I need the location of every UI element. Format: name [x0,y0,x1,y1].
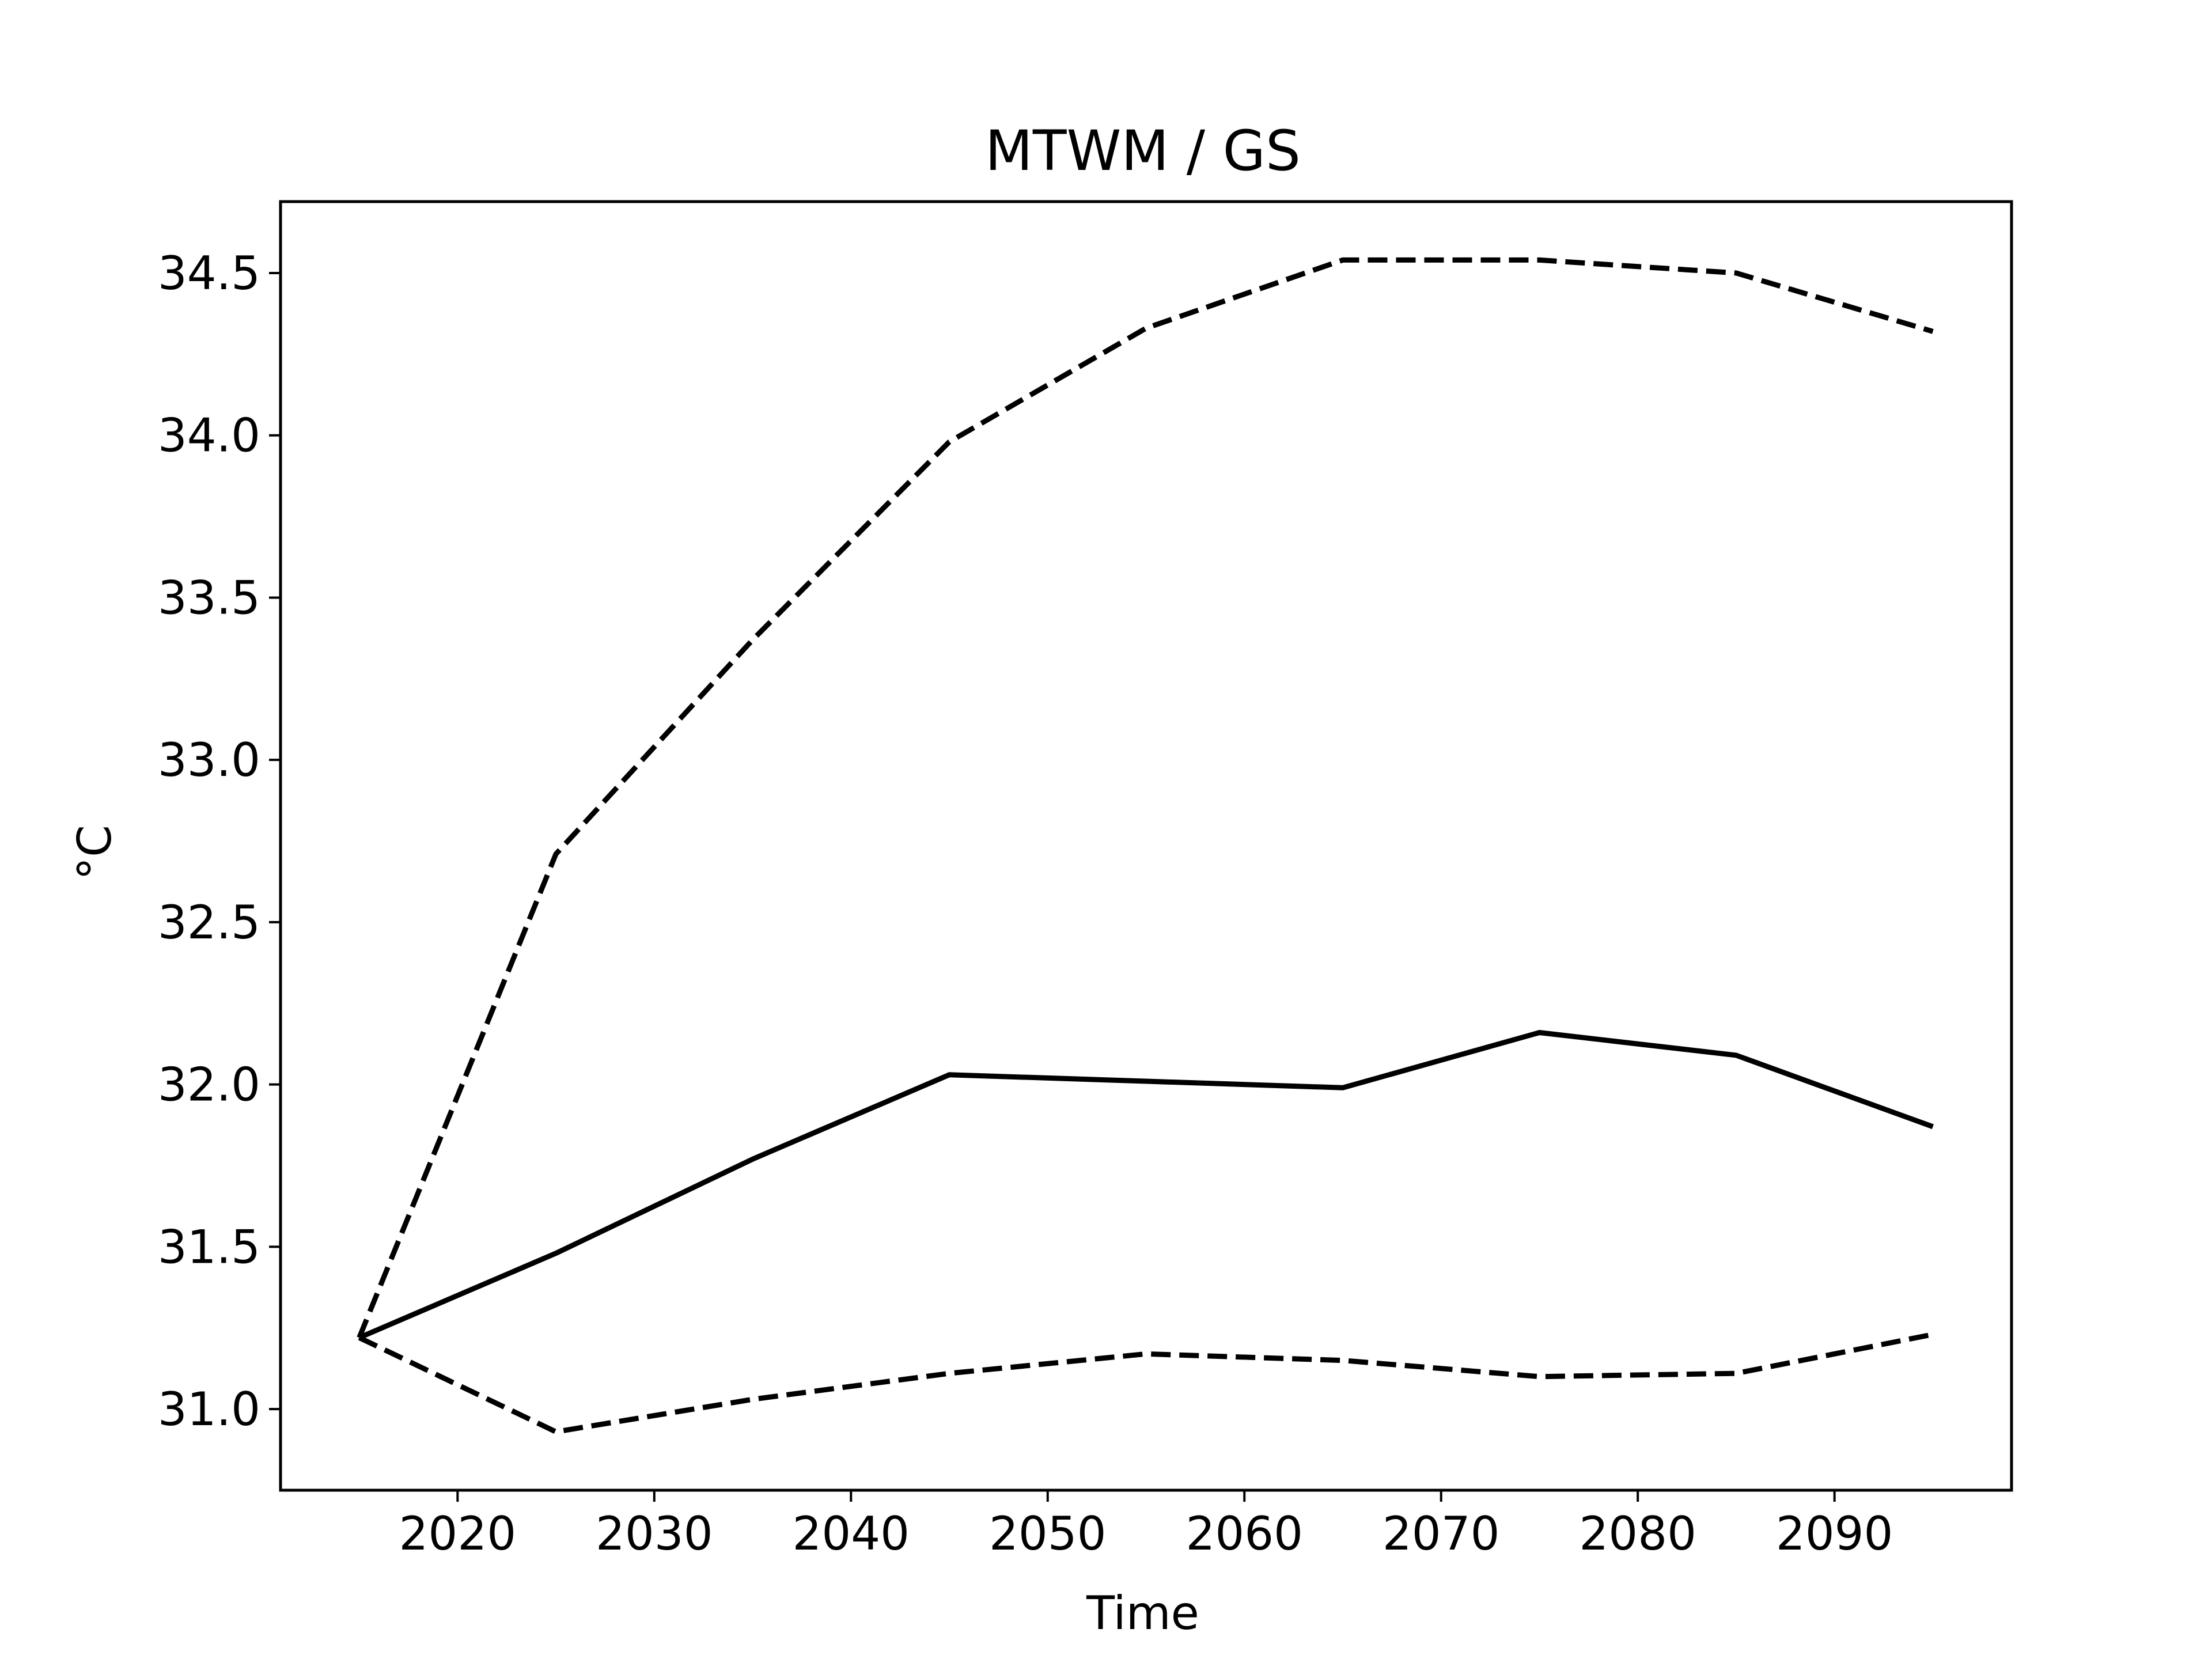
series-layer [357,257,1934,1435]
x-tick-label: 2080 [1579,1507,1696,1560]
x-tick-label: 2030 [596,1507,713,1560]
chart-title: MTWM / GS [985,119,1301,183]
axis-ticks: 2020 2030 2040 2050 2060 2070 2080 2090 31.0 31.5… [158,247,1893,1560]
y-tick-label: 34.5 [158,247,260,300]
y-tick-label: 31.5 [158,1220,260,1274]
x-tick-label: 2060 [1185,1507,1303,1560]
y-tick-label: 32.0 [158,1058,260,1112]
x-axis-label: Time [1086,1586,1199,1640]
x-tick-label: 2070 [1382,1507,1500,1560]
x-tick-label: 2020 [399,1507,517,1560]
y-tick-label: 33.0 [158,733,260,787]
series-line-3 [358,1332,1934,1435]
x-tick-label: 2050 [989,1507,1107,1560]
plot-frame [279,200,2013,1492]
y-tick-label: 33.5 [158,571,260,624]
y-tick-label: 31.0 [158,1382,260,1436]
series-line-2 [358,1029,1934,1340]
x-tick-label: 2040 [792,1507,910,1560]
y-tick-label: 34.0 [158,409,260,463]
x-tick-label: 2090 [1776,1507,1893,1560]
y-axis-label: °C [68,825,122,880]
y-tick-label: 32.5 [158,896,260,949]
